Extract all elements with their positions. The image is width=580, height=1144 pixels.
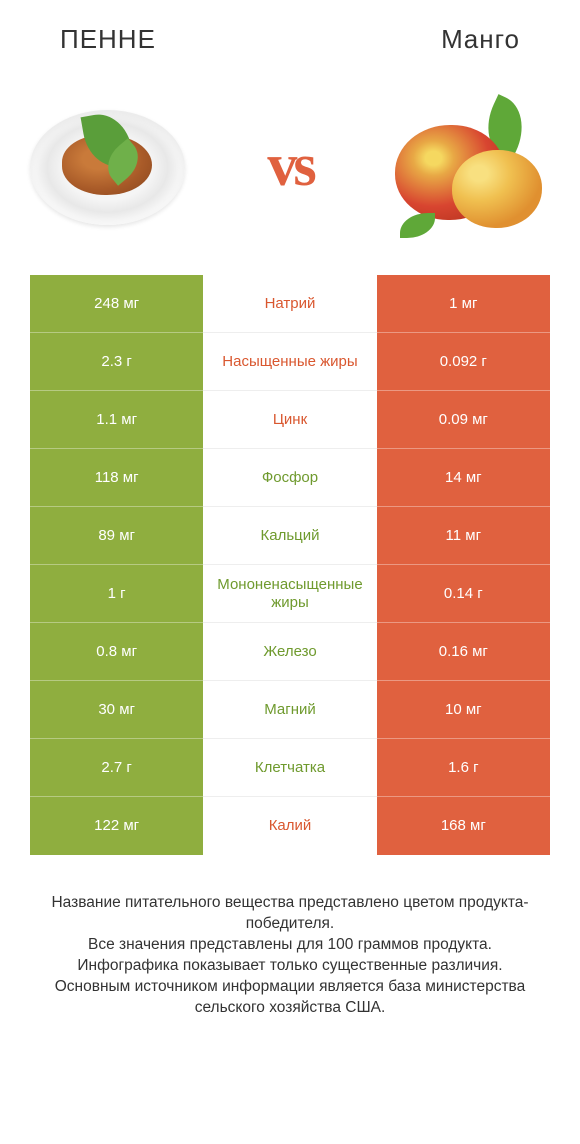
right-value: 11 мг (377, 507, 550, 565)
penne-image (30, 95, 190, 235)
left-value: 1.1 мг (30, 391, 203, 449)
nutrient-label: Железо (203, 623, 376, 681)
nutrient-label: Натрий (203, 275, 376, 333)
left-value: 89 мг (30, 507, 203, 565)
mango-image (390, 95, 550, 235)
nutrient-label: Цинк (203, 391, 376, 449)
right-value: 10 мг (377, 681, 550, 739)
right-value: 0.14 г (377, 565, 550, 623)
footer-note: Название питательного вещества представл… (0, 855, 580, 1019)
table-row: 89 мгКальций11 мг (30, 507, 550, 565)
right-value: 168 мг (377, 797, 550, 855)
left-value: 0.8 мг (30, 623, 203, 681)
right-value: 0.16 мг (377, 623, 550, 681)
left-value: 122 мг (30, 797, 203, 855)
right-value: 14 мг (377, 449, 550, 507)
left-food-title: ПЕННЕ (60, 24, 156, 55)
table-row: 2.7 гКлетчатка1.6 г (30, 739, 550, 797)
right-value: 0.092 г (377, 333, 550, 391)
left-value: 30 мг (30, 681, 203, 739)
table-row: 2.3 гНасыщенные жиры0.092 г (30, 333, 550, 391)
left-value: 118 мг (30, 449, 203, 507)
nutrient-label: Насыщенные жиры (203, 333, 376, 391)
left-value: 1 г (30, 565, 203, 623)
table-row: 0.8 мгЖелезо0.16 мг (30, 623, 550, 681)
comparison-table: 248 мгНатрий1 мг2.3 гНасыщенные жиры0.09… (30, 275, 550, 855)
right-value: 0.09 мг (377, 391, 550, 449)
nutrient-label: Мононенасыщенные жиры (203, 565, 376, 623)
table-row: 30 мгМагний10 мг (30, 681, 550, 739)
table-row: 1.1 мгЦинк0.09 мг (30, 391, 550, 449)
table-row: 122 мгКалий168 мг (30, 797, 550, 855)
right-value: 1.6 г (377, 739, 550, 797)
left-value: 2.3 г (30, 333, 203, 391)
nutrient-label: Кальций (203, 507, 376, 565)
right-food-title: Mанго (441, 24, 520, 55)
vs-label: vs (267, 131, 312, 200)
table-row: 1 гМононенасыщенные жиры0.14 г (30, 565, 550, 623)
left-value: 2.7 г (30, 739, 203, 797)
right-value: 1 мг (377, 275, 550, 333)
nutrient-label: Калий (203, 797, 376, 855)
nutrient-label: Фосфор (203, 449, 376, 507)
nutrient-label: Магний (203, 681, 376, 739)
left-value: 248 мг (30, 275, 203, 333)
table-row: 118 мгФосфор14 мг (30, 449, 550, 507)
nutrient-label: Клетчатка (203, 739, 376, 797)
table-row: 248 мгНатрий1 мг (30, 275, 550, 333)
